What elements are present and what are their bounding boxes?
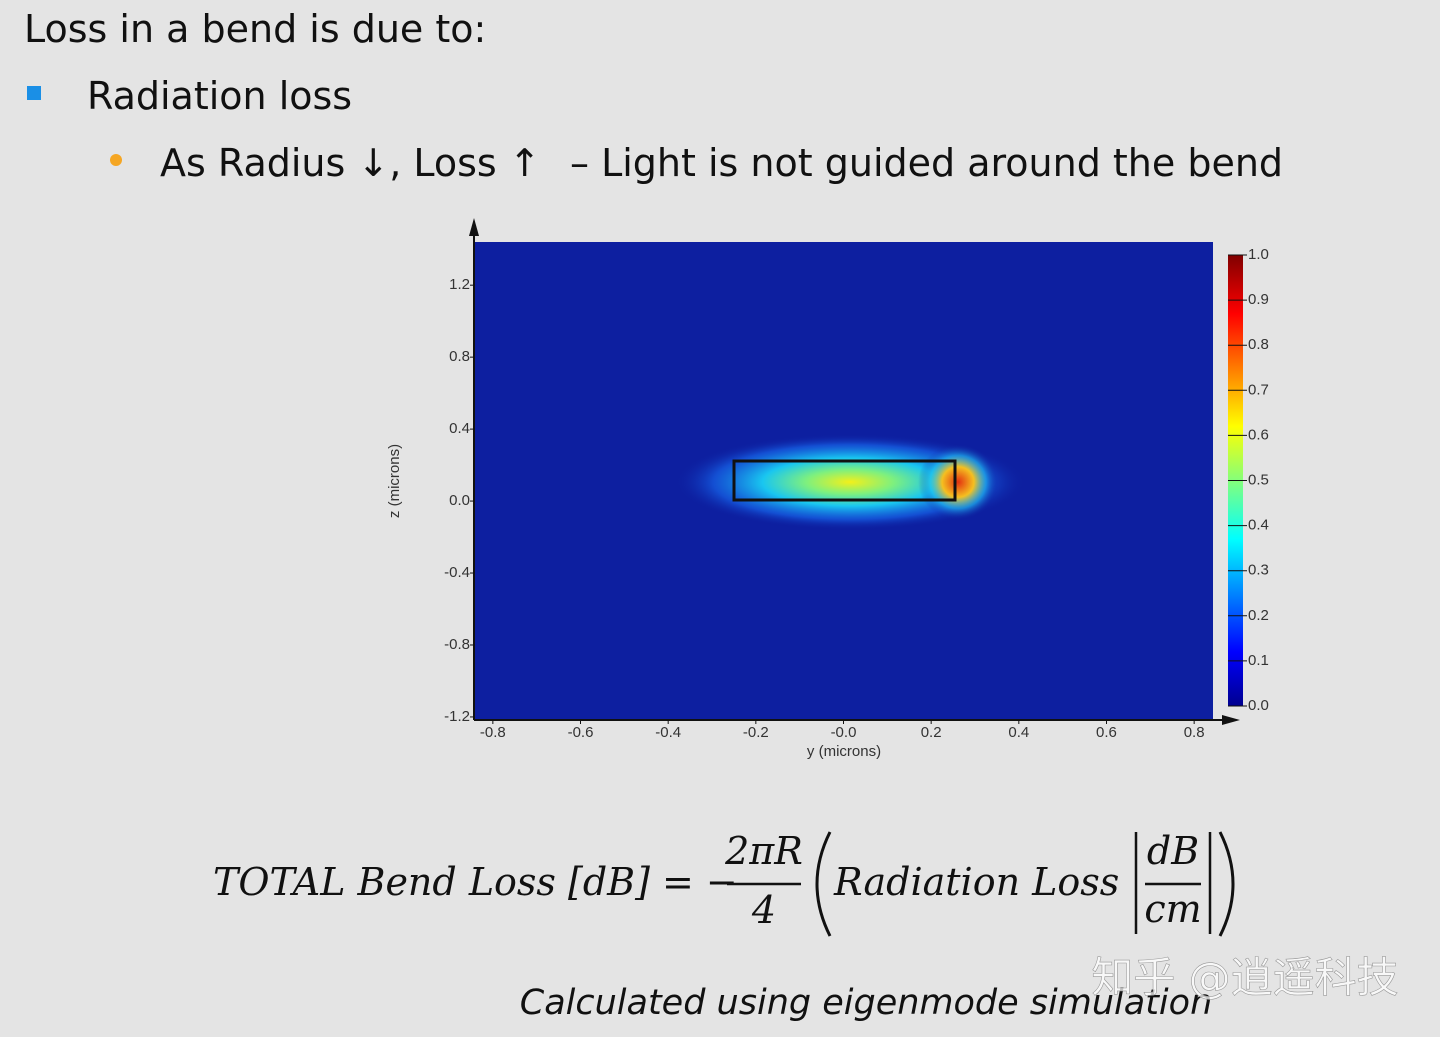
colorbar-tick-label: 0.4 (1248, 517, 1269, 534)
x-tick-label: 0.2 (921, 724, 942, 741)
formula-numerator: 2πR (724, 829, 803, 873)
paren-right (1218, 831, 1235, 937)
x-tick-label: -0.0 (831, 724, 857, 741)
colorbar-tick-label: 0.1 (1248, 652, 1269, 669)
colorbar-tick-label: 0.9 (1248, 291, 1269, 308)
colorbar-tick-label: 0.0 (1248, 697, 1269, 714)
y-tick-label: 0.0 (449, 492, 470, 509)
formula-denominator: 4 (751, 888, 776, 932)
sub-bullet-note: – Light is not guided around the bend (570, 141, 1283, 185)
colorbar-tick-label: 0.8 (1248, 336, 1269, 353)
x-tick-label: -0.6 (568, 724, 594, 741)
x-axis-label: y (microns) (807, 743, 881, 760)
y-tick-label: 1.2 (449, 276, 470, 293)
bullet: Radiation loss (87, 74, 352, 118)
x-tick-label: -0.8 (480, 724, 506, 741)
x-tick-label: 0.8 (1184, 724, 1205, 741)
colorbar-tick-label: 0.5 (1248, 471, 1269, 488)
formula-unit-den: cm (1144, 887, 1201, 931)
sub-bullet-marker (110, 154, 122, 166)
x-tick-label: -0.4 (655, 724, 681, 741)
x-tick-label: -0.2 (743, 724, 769, 741)
colorbar-tick-label: 0.6 (1248, 426, 1269, 443)
sub-bullet: As Radius ↓, Loss ↑ (160, 141, 541, 185)
y-tick-label: -0.4 (444, 564, 470, 581)
x-tick-label: 0.4 (1008, 724, 1029, 741)
field-edge (918, 444, 998, 520)
colorbar-tick-label: 0.2 (1248, 607, 1269, 624)
heading: Loss in a bend is due to: (24, 7, 486, 51)
y-tick-label: 0.8 (449, 348, 470, 365)
y-arrow (469, 218, 479, 236)
y-tick-label: -0.8 (444, 636, 470, 653)
x-tick-label: 0.6 (1096, 724, 1117, 741)
x-arrow (1222, 715, 1240, 725)
colorbar-tick-label: 1.0 (1248, 246, 1269, 263)
colorbar-tick-label: 0.7 (1248, 381, 1269, 398)
formula-lhs: TOTAL Bend Loss [dB] = − (213, 860, 738, 904)
waveguide (732, 459, 957, 502)
y-tick-label: -1.2 (444, 708, 470, 725)
bullet-marker (27, 86, 41, 100)
y-tick-label: 0.4 (449, 420, 470, 437)
watermark: 知乎 @逍遥科技 (1091, 953, 1398, 1002)
y-axis-label: z (microns) (386, 444, 403, 518)
colorbar-tick-label: 0.3 (1248, 562, 1269, 579)
formula-term: Radiation Loss (833, 860, 1119, 904)
caption: Calculated using eigenmode simulation (520, 983, 1213, 1023)
formula-unit-num: dB (1147, 829, 1199, 873)
paren-left (815, 831, 832, 937)
